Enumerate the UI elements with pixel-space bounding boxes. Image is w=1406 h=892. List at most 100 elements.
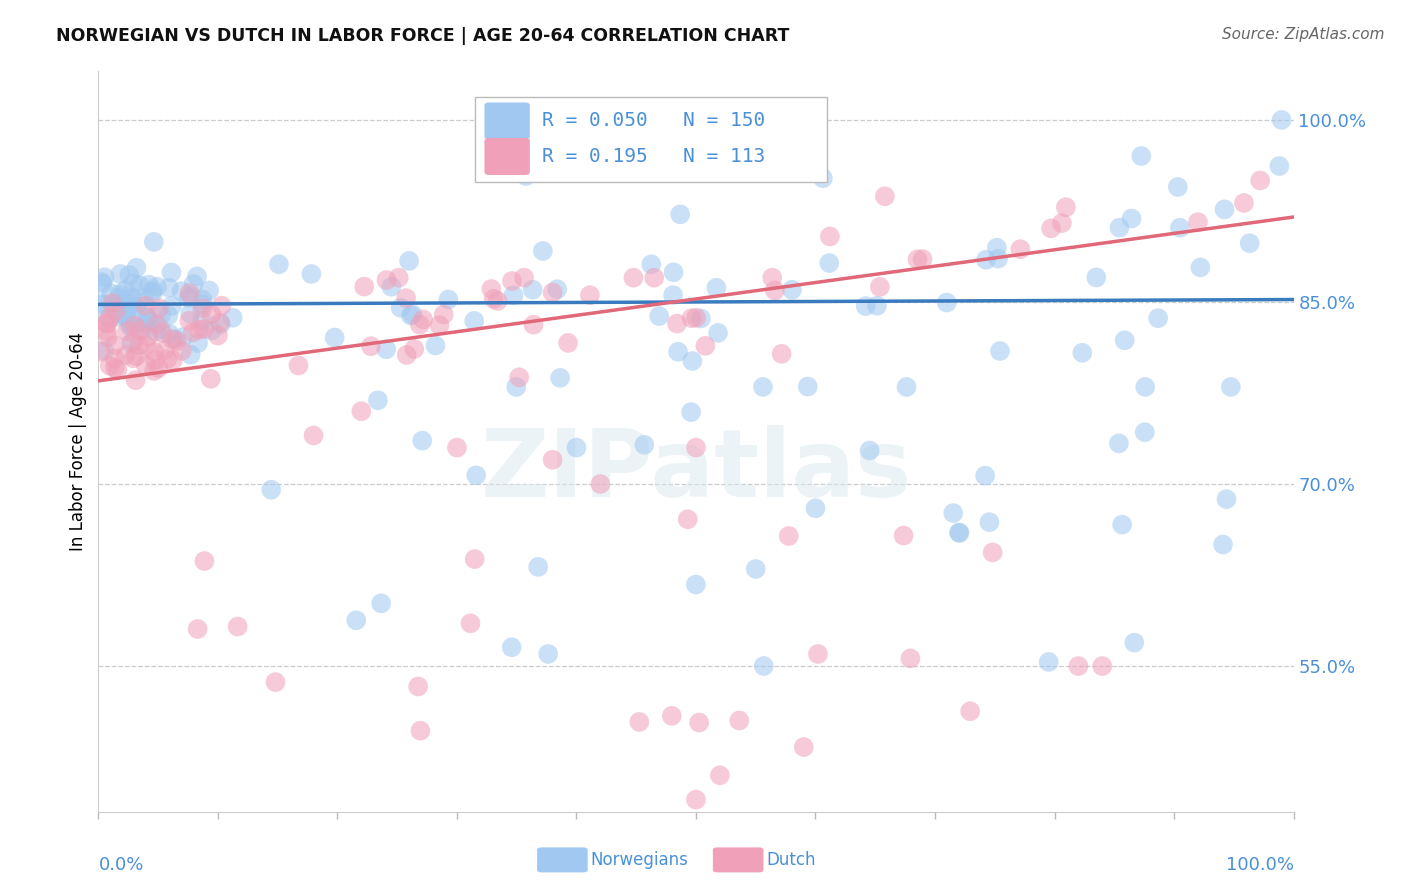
Point [287, 359, 309, 373]
Point [662, 288, 685, 302]
Point [481, 282, 503, 296]
Text: 100.0%: 100.0% [1226, 856, 1294, 874]
Point [187, 622, 209, 636]
Point [191, 297, 214, 311]
Point [778, 529, 800, 543]
Point [429, 318, 451, 333]
Point [1054, 200, 1077, 214]
Point [124, 373, 146, 387]
Point [128, 338, 150, 352]
Point [97, 330, 120, 344]
Point [681, 311, 703, 326]
Point [858, 443, 880, 458]
Point [91, 277, 114, 291]
Point [869, 280, 891, 294]
Point [124, 299, 146, 313]
Point [146, 279, 169, 293]
Point [873, 189, 896, 203]
Point [120, 301, 142, 316]
Point [1213, 202, 1236, 217]
Point [170, 343, 193, 358]
Text: Source: ZipAtlas.com: Source: ZipAtlas.com [1222, 27, 1385, 42]
Point [643, 270, 665, 285]
Point [1091, 659, 1114, 673]
Point [1111, 517, 1133, 532]
Point [1121, 211, 1143, 226]
Point [120, 298, 142, 312]
Point [114, 292, 136, 306]
Point [1010, 242, 1032, 256]
Point [508, 370, 530, 384]
Text: R = 0.050   N = 150: R = 0.050 N = 150 [541, 112, 765, 130]
Point [138, 314, 160, 328]
Point [388, 270, 411, 285]
Point [557, 335, 579, 350]
Point [1249, 173, 1271, 187]
Point [120, 319, 142, 334]
Point [96, 325, 118, 339]
Point [100, 286, 122, 301]
Point [193, 554, 215, 568]
Point [959, 704, 981, 718]
Point [669, 207, 692, 221]
Point [541, 452, 564, 467]
Point [198, 284, 221, 298]
Point [172, 330, 194, 344]
Point [935, 295, 957, 310]
Point [661, 708, 683, 723]
Point [91, 296, 114, 310]
Point [302, 428, 325, 442]
Point [90, 344, 112, 359]
Point [623, 270, 645, 285]
Point [1040, 221, 1063, 235]
Point [1233, 196, 1256, 211]
Point [745, 562, 768, 576]
Point [146, 318, 169, 332]
Point [166, 334, 188, 349]
Point [1123, 635, 1146, 649]
Point [855, 299, 877, 313]
Text: ZIPatlas: ZIPatlas [481, 425, 911, 517]
Point [115, 309, 138, 323]
Point [160, 299, 183, 313]
Point [135, 299, 157, 313]
Point [104, 351, 127, 366]
Point [1219, 380, 1241, 394]
Point [522, 318, 544, 332]
Point [150, 326, 173, 340]
Point [222, 310, 245, 325]
Point [367, 393, 389, 408]
Text: Dutch: Dutch [766, 851, 815, 869]
Point [165, 332, 187, 346]
Point [986, 241, 1008, 255]
Point [1038, 655, 1060, 669]
Point [793, 739, 815, 754]
Point [486, 293, 509, 308]
Point [1130, 149, 1153, 163]
Point [143, 345, 166, 359]
Point [412, 312, 434, 326]
Point [188, 322, 211, 336]
Point [134, 316, 156, 330]
Point [114, 310, 136, 325]
Point [981, 545, 1004, 559]
Point [108, 310, 131, 324]
Point [537, 647, 560, 661]
Point [948, 525, 970, 540]
Point [1268, 159, 1291, 173]
Point [666, 317, 689, 331]
Point [548, 371, 571, 385]
Point [104, 304, 127, 318]
Point [685, 577, 707, 591]
Point [395, 291, 418, 305]
Point [1067, 659, 1090, 673]
Point [974, 252, 997, 267]
Point [685, 441, 707, 455]
Point [425, 338, 447, 352]
Point [460, 616, 482, 631]
Point [409, 318, 432, 332]
Point [395, 348, 418, 362]
Point [911, 252, 934, 266]
Point [515, 169, 537, 183]
Point [323, 330, 346, 344]
